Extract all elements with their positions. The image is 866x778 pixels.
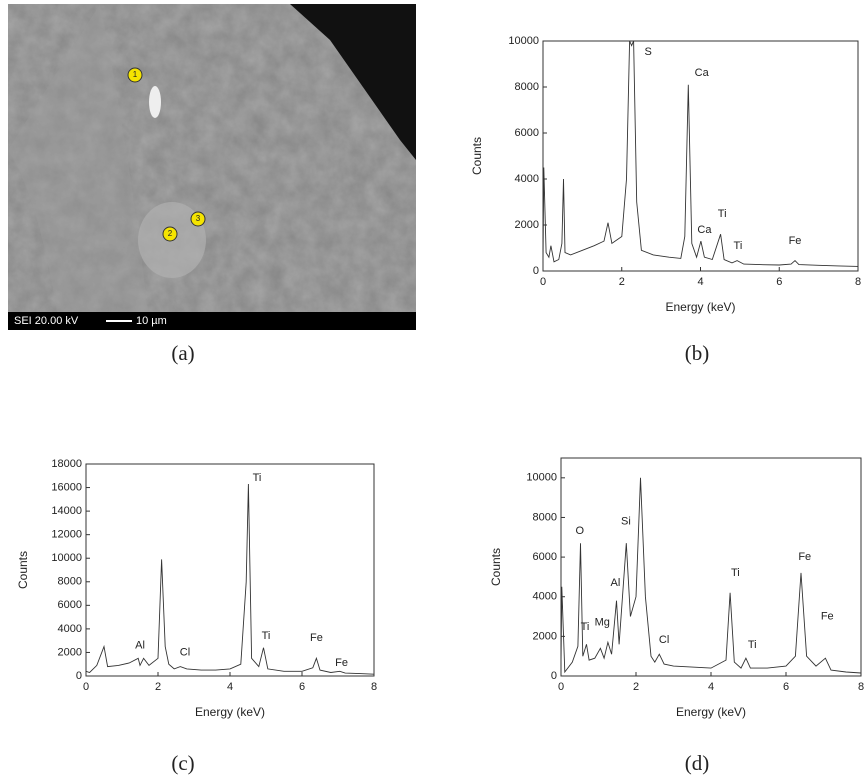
peak-label: Ca xyxy=(695,67,710,79)
x-axis-label: Energy (keV) xyxy=(665,300,735,314)
y-tick-label: 6000 xyxy=(58,599,82,611)
spectrum-line xyxy=(85,483,375,675)
y-tick-label: 2000 xyxy=(533,630,557,642)
point-label: 3 xyxy=(196,214,201,223)
y-tick-label: 10000 xyxy=(508,35,539,47)
caption: (d) xyxy=(685,751,710,775)
peak-label: Ti xyxy=(253,472,262,484)
y-tick-label: 0 xyxy=(76,670,82,682)
caption: (b) xyxy=(685,341,710,365)
peak-label: Ti xyxy=(731,567,740,579)
x-axis-label: Energy (keV) xyxy=(195,705,265,719)
y-axis-label: Counts xyxy=(16,551,30,589)
y-tick-label: 2000 xyxy=(58,646,82,658)
plot-frame xyxy=(85,463,375,677)
x-tick-label: 4 xyxy=(227,681,233,693)
y-tick-label: 16000 xyxy=(51,481,82,493)
y-tick-label: 8000 xyxy=(515,81,539,93)
y-tick-label: 8000 xyxy=(58,576,82,588)
x-tick-label: 8 xyxy=(855,276,861,288)
y-tick-label: 4000 xyxy=(515,173,539,185)
x-tick-label: 4 xyxy=(697,276,703,288)
scale-label: 10 µm xyxy=(136,315,167,327)
x-tick-label: 8 xyxy=(371,681,377,693)
y-tick-label: 4000 xyxy=(533,591,557,603)
peak-label: Al xyxy=(610,577,620,589)
sem-image xyxy=(8,4,416,330)
point-label: 2 xyxy=(168,229,173,238)
y-axis-label: Counts xyxy=(489,548,503,586)
y-tick-label: 6000 xyxy=(533,551,557,563)
y-tick-label: 10000 xyxy=(526,472,557,484)
peak-label: Ti xyxy=(262,630,271,642)
y-tick-label: 0 xyxy=(551,670,557,682)
y-tick-label: 10000 xyxy=(51,552,82,564)
x-tick-label: 8 xyxy=(858,681,864,693)
peak-label: Ti xyxy=(748,639,757,651)
peak-label: S xyxy=(644,46,651,58)
peak-label: Si xyxy=(621,515,631,527)
peak-label: Mg xyxy=(595,616,610,628)
x-axis-label: Energy (keV) xyxy=(676,705,746,719)
peak-label: Cl xyxy=(180,646,190,658)
x-tick-label: 6 xyxy=(299,681,305,693)
peak-label: Cl xyxy=(659,634,669,646)
y-axis-label: Counts xyxy=(470,137,484,175)
peak-label: Fe xyxy=(789,235,802,247)
x-tick-label: 0 xyxy=(83,681,89,693)
peak-label: O xyxy=(575,525,584,537)
spectrum-line xyxy=(560,477,862,674)
peak-label: Al xyxy=(135,639,145,651)
peak-label: Ti xyxy=(581,621,590,633)
point-label: 1 xyxy=(133,70,138,79)
x-tick-label: 0 xyxy=(540,276,546,288)
peak-label: Fe xyxy=(821,610,834,622)
x-tick-label: 2 xyxy=(155,681,161,693)
x-tick-label: 6 xyxy=(783,681,789,693)
peak-label: Ti xyxy=(718,208,727,220)
x-tick-label: 0 xyxy=(558,681,564,693)
x-tick-label: 6 xyxy=(776,276,782,288)
instrument-label: SEI 20.00 kV xyxy=(14,315,79,327)
caption: (c) xyxy=(171,751,194,775)
y-tick-label: 8000 xyxy=(533,511,557,523)
plot-frame xyxy=(560,457,862,677)
y-tick-label: 12000 xyxy=(51,529,82,541)
y-tick-label: 0 xyxy=(533,265,539,277)
x-tick-label: 2 xyxy=(619,276,625,288)
peak-label: Ti xyxy=(734,240,743,252)
peak-label: Ca xyxy=(697,224,712,236)
y-tick-label: 6000 xyxy=(515,127,539,139)
caption: (a) xyxy=(171,341,194,365)
x-tick-label: 2 xyxy=(633,681,639,693)
x-tick-label: 4 xyxy=(708,681,714,693)
peak-label: Fe xyxy=(798,551,811,563)
y-tick-label: 2000 xyxy=(515,219,539,231)
y-tick-label: 4000 xyxy=(58,623,82,635)
peak-label: Fe xyxy=(310,632,323,644)
spectrum-line xyxy=(542,40,859,267)
peak-label: Fe xyxy=(335,657,348,669)
y-tick-label: 18000 xyxy=(51,458,82,470)
y-tick-label: 14000 xyxy=(51,505,82,517)
